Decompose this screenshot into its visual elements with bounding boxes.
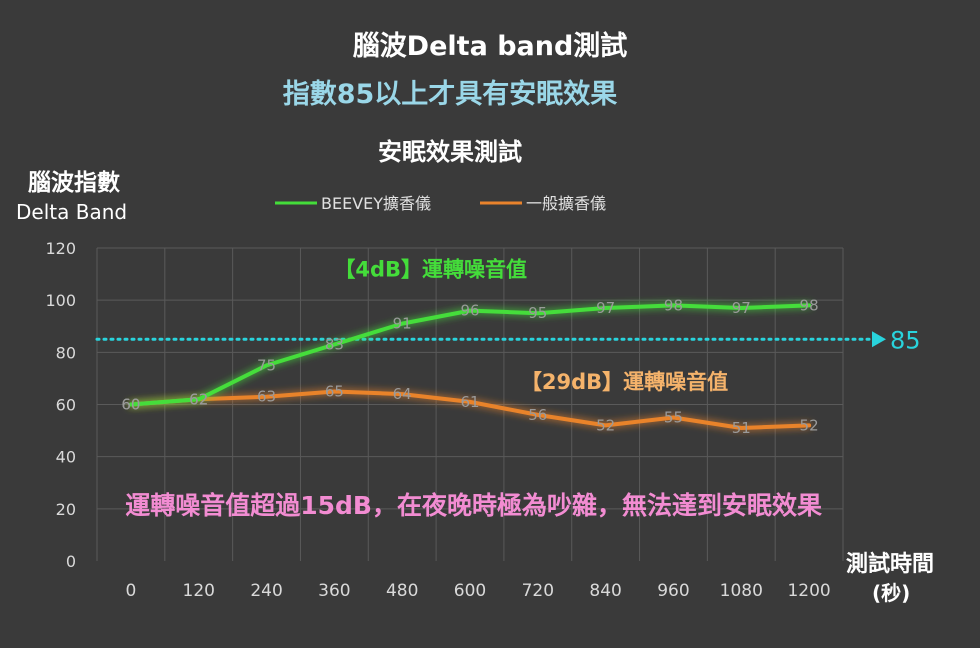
annotation-text: 【29dB】運轉噪音值 xyxy=(521,370,728,394)
data-label: 75 xyxy=(257,356,276,374)
data-label: 64 xyxy=(393,385,412,403)
x-tick-label: 0 xyxy=(125,581,136,601)
data-label: 63 xyxy=(257,388,276,406)
data-label: 52 xyxy=(596,416,615,434)
x-axis-label: 測試時間 xyxy=(846,552,935,577)
y-axis-label: 腦波指數 xyxy=(28,170,120,196)
y-tick-label: 40 xyxy=(56,448,76,467)
data-label: 61 xyxy=(460,393,479,411)
x-tick-label: 1200 xyxy=(787,581,830,601)
data-label: 52 xyxy=(800,416,819,434)
data-label: 91 xyxy=(393,315,412,333)
annotation-text: 運轉噪音值超過15dB，在夜晚時極為吵雜，無法達到安眠效果 xyxy=(125,491,822,520)
data-label: 83 xyxy=(325,336,344,354)
y-axis-label-sub: Delta Band xyxy=(16,200,128,224)
x-tick-label: 840 xyxy=(589,581,621,601)
x-tick-label: 120 xyxy=(183,581,215,601)
page-title: 腦波Delta band測試 xyxy=(352,31,628,62)
data-label: 62 xyxy=(189,390,208,408)
x-tick-label: 600 xyxy=(454,581,486,601)
chart-title: 安眠效果測試 xyxy=(378,138,522,166)
data-label: 56 xyxy=(528,406,547,424)
data-label: 65 xyxy=(325,382,344,400)
x-tick-label: 360 xyxy=(318,581,350,601)
y-tick-label: 60 xyxy=(56,396,76,415)
data-label: 55 xyxy=(664,409,683,427)
y-tick-label: 100 xyxy=(45,291,76,310)
data-label: 60 xyxy=(121,396,140,414)
data-label: 51 xyxy=(732,419,751,437)
x-axis-unit: (秒) xyxy=(872,581,911,605)
reference-line-label: 85 xyxy=(890,326,921,354)
y-tick-label: 120 xyxy=(45,239,76,258)
x-tick-label: 1080 xyxy=(720,581,763,601)
series-line xyxy=(128,303,812,407)
x-tick-label: 720 xyxy=(522,581,554,601)
data-label: 62 xyxy=(189,390,208,408)
x-tick-label: 240 xyxy=(250,581,282,601)
annotation-text: 【4dB】運轉噪音值 xyxy=(334,258,527,282)
data-label: 96 xyxy=(460,302,479,320)
grid xyxy=(96,247,844,561)
y-tick-label: 20 xyxy=(56,500,76,519)
series-group xyxy=(128,303,812,430)
reference-line-group: 85 xyxy=(95,326,921,354)
data-label: 98 xyxy=(800,296,819,314)
page-subtitle: 指數85以上才具有安眠效果 xyxy=(282,79,618,110)
data-label: 60 xyxy=(121,396,140,414)
legend-label: 一般擴香儀 xyxy=(526,194,606,213)
y-tick-label: 80 xyxy=(56,343,76,362)
legend-label: BEEVEY擴香儀 xyxy=(321,194,431,213)
data-label: 95 xyxy=(528,304,547,322)
annotations: 【4dB】運轉噪音值【29dB】運轉噪音值運轉噪音值超過15dB，在夜晚時極為吵… xyxy=(125,258,822,520)
legend: BEEVEY擴香儀 一般擴香儀 xyxy=(275,194,606,213)
data-label: 97 xyxy=(596,299,615,317)
x-tick-label: 480 xyxy=(386,581,418,601)
y-tick-label: 0 xyxy=(66,552,76,571)
data-label: 97 xyxy=(732,299,751,317)
series-line xyxy=(128,389,812,430)
data-label: 98 xyxy=(664,296,683,314)
reference-arrow-icon xyxy=(872,331,886,348)
x-tick-label: 960 xyxy=(657,581,689,601)
